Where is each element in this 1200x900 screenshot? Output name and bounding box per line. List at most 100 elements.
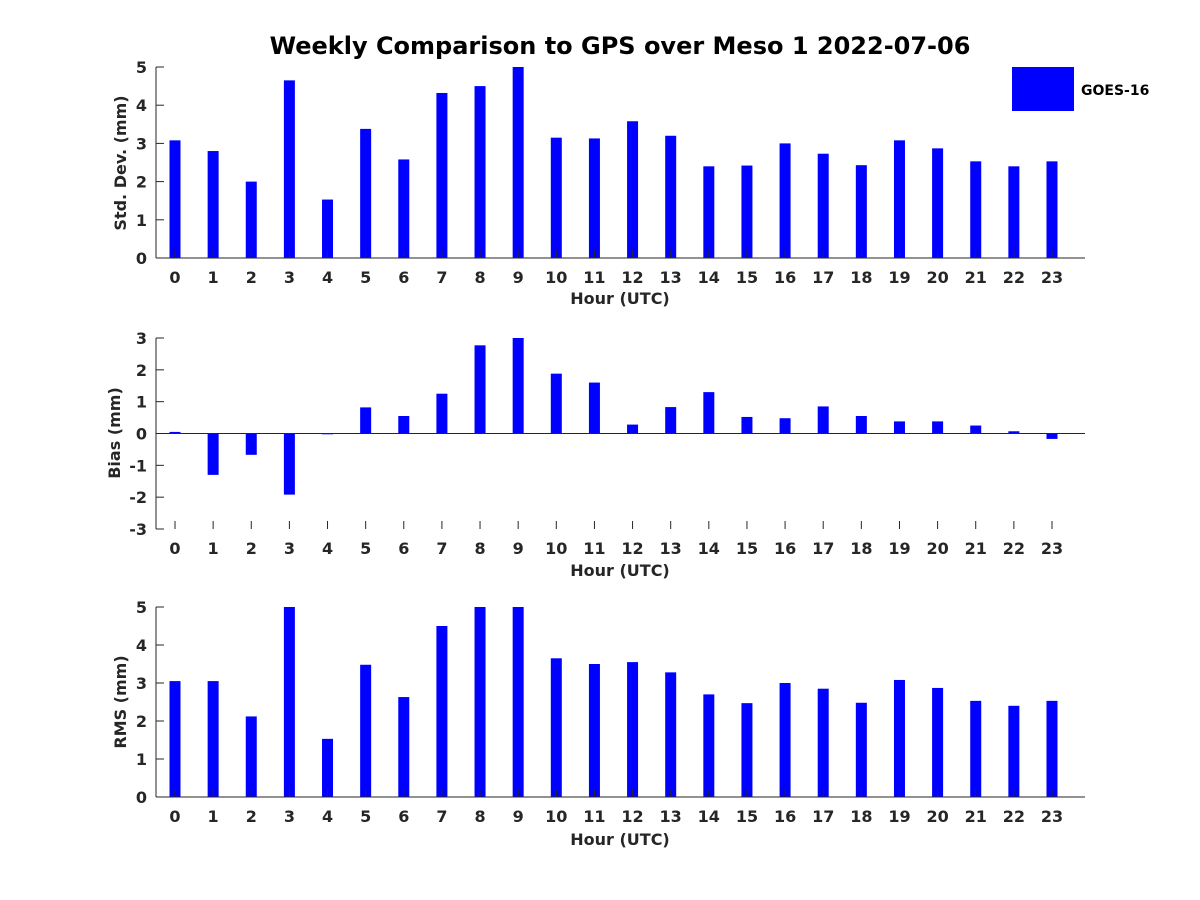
bias-bar-19: [893, 421, 905, 434]
std-dev-bar-23: [1046, 161, 1058, 258]
std-dev-bar-22: [1008, 166, 1020, 258]
rms-bar-12: [627, 662, 639, 797]
std-dev-bar-12: [627, 121, 639, 258]
rms-x-tick-label: 15: [736, 807, 758, 826]
std-dev-x-tick-label: 20: [926, 268, 948, 287]
rms-x-tick-label: 4: [322, 807, 333, 826]
rms-x-tick-label: 21: [965, 807, 987, 826]
rms-bar-14: [703, 694, 715, 797]
rms-x-tick-label: 13: [660, 807, 682, 826]
rms-bar-6: [398, 697, 410, 797]
bias-x-tick-label: 1: [208, 539, 219, 558]
bias-y-tick-label: -3: [129, 520, 147, 539]
std-dev-x-tick-label: 8: [474, 268, 485, 287]
rms-y-tick-label: 2: [136, 712, 147, 731]
std-dev-x-tick-label: 2: [246, 268, 257, 287]
bias-y-tick-label: -1: [129, 456, 147, 475]
std-dev-y-tick-label: 0: [136, 249, 147, 268]
rms-x-tick-label: 10: [545, 807, 567, 826]
rms-bar-10: [550, 658, 562, 797]
bias-x-tick-label: 13: [660, 539, 682, 558]
rms-bar-2: [245, 716, 257, 797]
std-dev-bar-21: [970, 161, 982, 258]
bias-bar-3: [283, 433, 295, 495]
std-dev-bar-8: [474, 86, 486, 258]
rms-x-tick-label: 5: [360, 807, 371, 826]
std-dev-x-tick-label: 1: [208, 268, 219, 287]
std-dev-x-tick-label: 13: [660, 268, 682, 287]
rms-bar-3: [283, 607, 295, 797]
std-dev-bar-9: [512, 67, 524, 258]
std-dev-x-tick-label: 19: [888, 268, 910, 287]
bias-x-tick-label: 14: [698, 539, 720, 558]
bias-x-tick-label: 5: [360, 539, 371, 558]
rms-bar-22: [1008, 705, 1020, 797]
std-dev-bar-1: [207, 151, 219, 258]
bias-x-tick-label: 23: [1041, 539, 1063, 558]
rms-bar-0: [169, 681, 181, 797]
std-dev-bar-17: [817, 153, 829, 258]
std-dev-x-tick-label: 9: [513, 268, 524, 287]
rms-y-tick-label: 1: [136, 750, 147, 769]
std-dev-x-tick-label: 6: [398, 268, 409, 287]
rms-x-tick-label: 2: [246, 807, 257, 826]
bias-bar-15: [741, 416, 753, 434]
bias-x-tick-label: 3: [284, 539, 295, 558]
std-dev-x-tick-label: 10: [545, 268, 567, 287]
std-dev-x-tick-label: 14: [698, 268, 720, 287]
std-dev-x-tick-label: 22: [1003, 268, 1025, 287]
std-dev-y-axis-label: Std. Dev. (mm): [111, 95, 130, 230]
std-dev-x-tick-label: 5: [360, 268, 371, 287]
std-dev-bar-11: [588, 138, 600, 258]
bias-y-tick-label: 2: [136, 361, 147, 380]
legend-swatch: [1012, 67, 1074, 111]
bias-bar-11: [588, 382, 600, 434]
bias-x-tick-label: 8: [474, 539, 485, 558]
rms-x-tick-label: 11: [583, 807, 605, 826]
rms-x-tick-label: 22: [1003, 807, 1025, 826]
rms-x-tick-label: 17: [812, 807, 834, 826]
bias-bar-9: [512, 338, 524, 434]
bias-bar-12: [627, 424, 639, 434]
rms-bar-18: [855, 702, 867, 797]
bias-y-tick-label: 1: [136, 393, 147, 412]
rms-x-tick-label: 20: [926, 807, 948, 826]
bias-bar-14: [703, 392, 715, 434]
legend: GOES-16: [1012, 67, 1149, 111]
rms-bar-5: [360, 664, 372, 797]
bias-bar-5: [360, 407, 372, 434]
rms-x-tick-label: 23: [1041, 807, 1063, 826]
rms-bar-21: [970, 700, 982, 797]
std-dev-bar-19: [893, 140, 905, 258]
rms-x-tick-label: 1: [208, 807, 219, 826]
rms-y-tick-label: 0: [136, 788, 147, 807]
std-dev-x-tick-label: 11: [583, 268, 605, 287]
rms-x-tick-label: 3: [284, 807, 295, 826]
rms-bar-15: [741, 703, 753, 797]
bias-x-tick-label: 6: [398, 539, 409, 558]
std-dev-x-tick-label: 3: [284, 268, 295, 287]
bias-x-tick-label: 16: [774, 539, 796, 558]
bias-x-tick-label: 4: [322, 539, 333, 558]
bias-x-tick-label: 2: [246, 539, 257, 558]
rms-bar-8: [474, 607, 486, 797]
rms-y-tick-label: 5: [136, 598, 147, 617]
bias-bar-21: [970, 425, 982, 434]
bias-x-tick-label: 12: [621, 539, 643, 558]
std-dev-y-tick-label: 1: [136, 211, 147, 230]
bias-x-tick-label: 19: [888, 539, 910, 558]
bias-x-axis-label: Hour (UTC): [570, 561, 670, 580]
rms-x-axis-label: Hour (UTC): [570, 830, 670, 849]
rms-y-tick-label: 3: [136, 674, 147, 693]
std-dev-x-tick-label: 12: [621, 268, 643, 287]
bias-bar-16: [779, 418, 791, 434]
bias-bar-20: [932, 421, 944, 434]
std-dev-x-tick-label: 17: [812, 268, 834, 287]
std-dev-bar-10: [550, 137, 562, 258]
bias-x-tick-label: 20: [926, 539, 948, 558]
bias-x-tick-label: 15: [736, 539, 758, 558]
rms-bar-16: [779, 683, 791, 797]
bias-bar-23: [1046, 433, 1058, 439]
